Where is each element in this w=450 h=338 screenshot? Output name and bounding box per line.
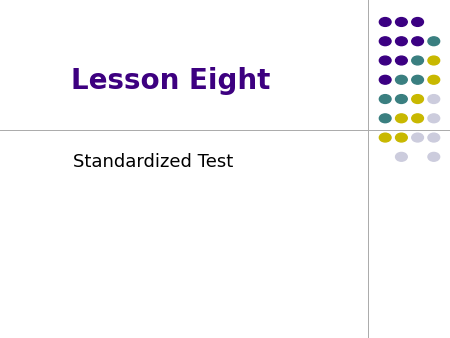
- Circle shape: [412, 56, 423, 65]
- Circle shape: [379, 75, 391, 84]
- Circle shape: [396, 95, 407, 103]
- Circle shape: [428, 75, 440, 84]
- Text: Lesson Eight: Lesson Eight: [71, 67, 271, 95]
- Circle shape: [412, 133, 423, 142]
- Circle shape: [396, 56, 407, 65]
- Circle shape: [379, 114, 391, 123]
- Text: Standardized Test: Standardized Test: [73, 153, 233, 171]
- Circle shape: [428, 56, 440, 65]
- Circle shape: [396, 37, 407, 46]
- Circle shape: [428, 114, 440, 123]
- Circle shape: [396, 114, 407, 123]
- Circle shape: [412, 37, 423, 46]
- Circle shape: [412, 18, 423, 26]
- Circle shape: [428, 152, 440, 161]
- Circle shape: [379, 56, 391, 65]
- Circle shape: [396, 18, 407, 26]
- Circle shape: [396, 152, 407, 161]
- Circle shape: [396, 75, 407, 84]
- Circle shape: [379, 95, 391, 103]
- Circle shape: [428, 95, 440, 103]
- Circle shape: [428, 133, 440, 142]
- Circle shape: [379, 133, 391, 142]
- Circle shape: [379, 18, 391, 26]
- Circle shape: [412, 114, 423, 123]
- Circle shape: [379, 37, 391, 46]
- Circle shape: [412, 95, 423, 103]
- Circle shape: [412, 75, 423, 84]
- Circle shape: [428, 37, 440, 46]
- Circle shape: [396, 133, 407, 142]
